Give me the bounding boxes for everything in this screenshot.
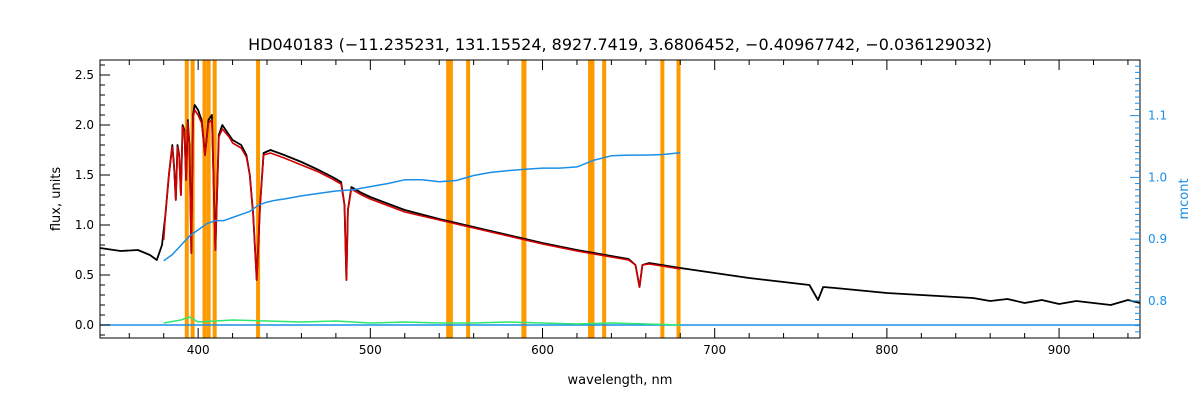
y-tick-label-4: 2.0	[75, 118, 94, 132]
y-tick-label-5: 2.5	[75, 68, 94, 82]
y-right-tick-label-1: 0.9	[1148, 232, 1167, 246]
marker-lines	[184, 60, 681, 338]
marker-line-11	[588, 60, 593, 338]
y-right-tick-label-2: 1.0	[1148, 170, 1167, 184]
y-axis-label: flux, units	[49, 167, 64, 232]
y-tick-label-0: 0.0	[75, 318, 94, 332]
y-tick-label-1: 0.5	[75, 268, 94, 282]
marker-line-13	[602, 60, 607, 338]
x-tick-label-0: 400	[187, 343, 210, 357]
x-tick-label-5: 900	[1048, 343, 1071, 357]
marker-line-3	[206, 60, 211, 338]
series-residuals	[163, 316, 681, 326]
axis-tick-labels: 400 500 600 700 800 900 0.0 0.5 1.0 1.5 2.0 2.5 0.8 0…	[75, 68, 1167, 357]
x-tick-label-1: 500	[359, 343, 382, 357]
marker-line-7	[448, 60, 453, 338]
y-right-tick-label-3: 1.1	[1148, 109, 1167, 123]
marker-line-0	[184, 60, 189, 338]
series-continuum	[163, 151, 681, 262]
x-axis-label: wavelength, nm	[568, 373, 673, 388]
x-tick-label-3: 700	[703, 343, 726, 357]
y-axis-right-label: mcont	[1177, 178, 1192, 219]
marker-line-8	[466, 60, 471, 338]
marker-line-12	[590, 60, 595, 338]
marker-line-14	[660, 60, 665, 338]
chart-title: HD040183 (−11.235231, 131.15524, 8927.74…	[248, 35, 992, 54]
plot-frame	[99, 59, 1141, 339]
axis-ticks	[100, 60, 1140, 338]
y-tick-label-2: 1.0	[75, 218, 94, 232]
marker-line-6	[446, 60, 451, 338]
x-tick-label-4: 800	[875, 343, 898, 357]
marker-line-15	[676, 60, 681, 338]
series-model-fit	[162, 109, 681, 288]
y-tick-label-3: 1.5	[75, 168, 94, 182]
marker-line-2	[202, 60, 207, 338]
marker-line-5	[256, 60, 261, 338]
x-tick-label-2: 600	[531, 343, 554, 357]
marker-line-10	[522, 60, 527, 338]
series-lines	[99, 104, 1141, 326]
series-observed-flux	[99, 104, 1141, 306]
y-right-tick-label-0: 0.8	[1148, 294, 1167, 308]
